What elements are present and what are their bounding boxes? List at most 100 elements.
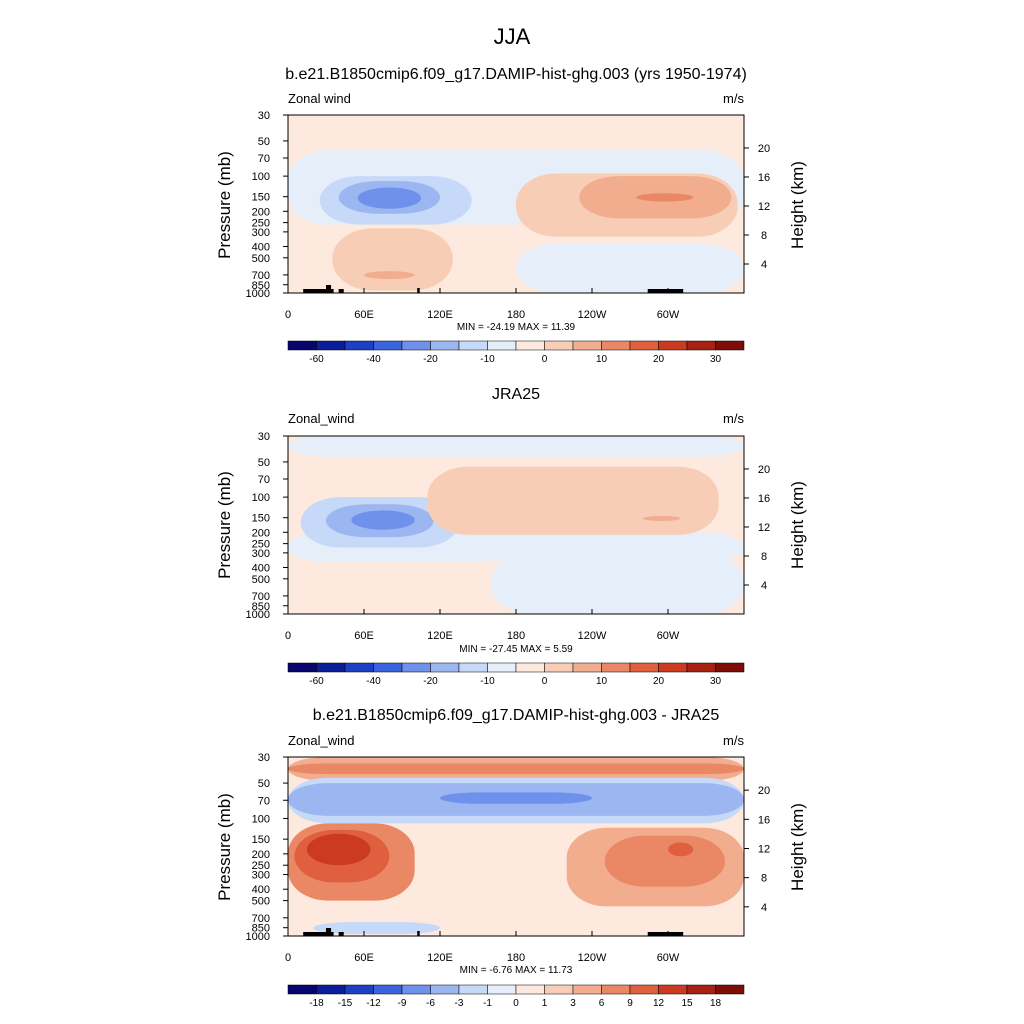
- panel-1-field: [288, 115, 744, 293]
- contour-region: [307, 833, 371, 866]
- topography: [647, 932, 684, 936]
- y-tick-label: 400: [252, 884, 270, 896]
- x-tick-label: 180: [507, 309, 525, 321]
- topography: [303, 289, 334, 293]
- contour-region: [364, 271, 415, 280]
- panel-1-units: m/s: [723, 91, 744, 106]
- colorbar-label: -40: [366, 676, 381, 687]
- contour-region: [338, 564, 453, 609]
- right-tick-label: 20: [758, 143, 770, 155]
- colorbar-box: [287, 984, 317, 995]
- y-tick-label: 100: [252, 492, 270, 504]
- colorbar-box: [458, 662, 488, 673]
- y-tick-label: 70: [258, 795, 270, 807]
- colorbar-box: [401, 662, 431, 673]
- colorbar-box: [430, 340, 460, 351]
- y-tick-label: 500: [252, 253, 270, 265]
- y-tick-label: 1000: [246, 931, 270, 943]
- contour-region: [357, 187, 421, 209]
- colorbar-box: [544, 340, 574, 351]
- colorbar-label: 1: [542, 998, 548, 1009]
- panel-2-left-label: Zonal_wind: [288, 411, 355, 426]
- colorbar-label: 0: [542, 676, 548, 687]
- colorbar-box: [287, 662, 317, 673]
- colorbar-box: [572, 662, 602, 673]
- right-tick-label: 12: [758, 201, 770, 213]
- panel-2-units: m/s: [723, 411, 744, 426]
- contour-region: [427, 466, 719, 535]
- x-tick-label: 180: [507, 952, 525, 964]
- colorbar-box: [629, 984, 659, 995]
- y-tick-label: 850: [252, 601, 270, 613]
- panel-1-colorbar: -60 -40 -20 -10 0 10 20 30: [287, 340, 745, 365]
- y-tick-label: 30: [258, 752, 270, 764]
- right-tick-label: 4: [761, 902, 767, 914]
- panel-3-field: [288, 757, 744, 936]
- contour-region: [288, 763, 744, 775]
- y-tick-label: 50: [258, 457, 270, 469]
- topography: [326, 928, 332, 936]
- x-tick-label: 0: [285, 309, 291, 321]
- colorbar-box: [515, 662, 545, 673]
- colorbar-label: 15: [681, 998, 693, 1009]
- x-tick-label: 60E: [354, 630, 374, 642]
- colorbar-label: -3: [455, 998, 464, 1009]
- colorbar-box: [430, 984, 460, 995]
- topography: [417, 931, 420, 936]
- panel-3-title: b.e21.B1850cmip6.f09_g17.DAMIP-hist-ghg.…: [313, 707, 720, 724]
- contour-region: [332, 228, 453, 291]
- colorbar-box: [601, 340, 631, 351]
- colorbar-label: -10: [480, 354, 495, 365]
- x-tick-label: 120W: [578, 952, 607, 964]
- colorbar-box: [487, 662, 517, 673]
- right-tick-label: 8: [761, 230, 767, 242]
- right-tick-label: 20: [758, 464, 770, 476]
- y-tick-label: 200: [252, 849, 270, 861]
- colorbar-label: -10: [480, 676, 495, 687]
- contour-region: [516, 243, 744, 293]
- x-tick-label: 60W: [657, 952, 680, 964]
- right-tick-label: 8: [761, 873, 767, 885]
- y-tick-label: 850: [252, 280, 270, 292]
- topography: [338, 932, 344, 936]
- colorbar-box: [316, 984, 346, 995]
- colorbar-box: [515, 340, 545, 351]
- right-tick-label: 20: [758, 785, 770, 797]
- colorbar-label: 12: [653, 998, 665, 1009]
- colorbar-box: [601, 984, 631, 995]
- y-tick-label: 700: [252, 591, 270, 603]
- contour-region: [440, 792, 592, 804]
- contour-region: [636, 193, 694, 202]
- colorbar-box: [658, 984, 688, 995]
- colorbar-label: -1: [483, 998, 492, 1009]
- y-tick-label: 50: [258, 778, 270, 790]
- colorbar-box: [344, 340, 374, 351]
- colorbar-box: [487, 984, 517, 995]
- colorbar-box: [572, 340, 602, 351]
- panel-3-y-axis-label: Pressure (mb): [215, 793, 234, 901]
- colorbar-box: [629, 340, 659, 351]
- y-tick-label: 300: [252, 870, 270, 882]
- colorbar-label: 3: [570, 998, 576, 1009]
- y-tick-label: 30: [258, 110, 270, 122]
- colorbar-label: -60: [309, 676, 324, 687]
- colorbar-label: -9: [398, 998, 407, 1009]
- x-tick-label: 60W: [657, 309, 680, 321]
- y-tick-label: 150: [252, 192, 270, 204]
- colorbar-box: [401, 984, 431, 995]
- right-tick-label: 16: [758, 493, 770, 505]
- colorbar-label: -12: [366, 998, 381, 1009]
- y-tick-label: 70: [258, 474, 270, 486]
- x-tick-label: 180: [507, 630, 525, 642]
- panel-2-colorbar: -60 -40 -20 -10 0 10 20 30: [287, 662, 745, 687]
- colorbar-box: [658, 340, 688, 351]
- colorbar-box: [373, 340, 403, 351]
- x-tick-label: 120W: [578, 630, 607, 642]
- y-tick-label: 250: [252, 218, 270, 230]
- colorbar-box: [344, 984, 374, 995]
- contour-region: [604, 835, 725, 887]
- right-tick-label: 12: [758, 843, 770, 855]
- colorbar-label: 20: [653, 354, 665, 365]
